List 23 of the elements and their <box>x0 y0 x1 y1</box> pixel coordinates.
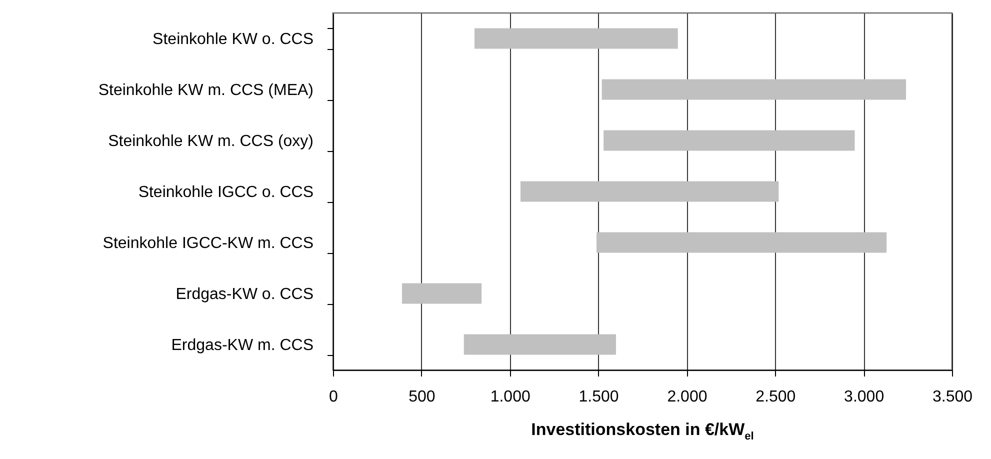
y-tick-label: Erdgas-KW m. CCS <box>171 337 314 354</box>
bar <box>474 28 678 49</box>
x-tick-label: 2.500 <box>756 388 796 406</box>
x-tick-label: 500 <box>408 388 436 406</box>
x-tick-label: 2.000 <box>667 388 708 406</box>
y-tick-label: Steinkohle KW o. CCS <box>152 31 314 48</box>
x-tick-label: 3.500 <box>932 388 973 406</box>
y-tick-label: Steinkohle KW m. CCS (MEA) <box>98 82 314 99</box>
bar <box>464 334 616 355</box>
bar <box>602 79 906 100</box>
bar <box>402 283 482 304</box>
y-tick-label: Steinkohle IGCC-KW m. CCS <box>102 235 314 252</box>
bar <box>520 181 779 202</box>
x-tick-label: 1.000 <box>490 388 530 406</box>
x-tick-label: 0 <box>329 388 338 406</box>
x-tick-label: 1.500 <box>578 388 619 406</box>
bar <box>596 232 887 253</box>
bar <box>604 130 855 151</box>
y-tick-label: Erdgas-KW o. CCS <box>176 286 314 303</box>
y-tick-label: Steinkohle KW m. CCS (oxy) <box>108 133 314 150</box>
y-tick-label: Steinkohle IGCC o. CCS <box>138 184 314 201</box>
x-axis-title: Investitionskosten in €/kW$_{el}$ <box>530 420 755 442</box>
x-tick-label: 3.000 <box>844 388 884 406</box>
